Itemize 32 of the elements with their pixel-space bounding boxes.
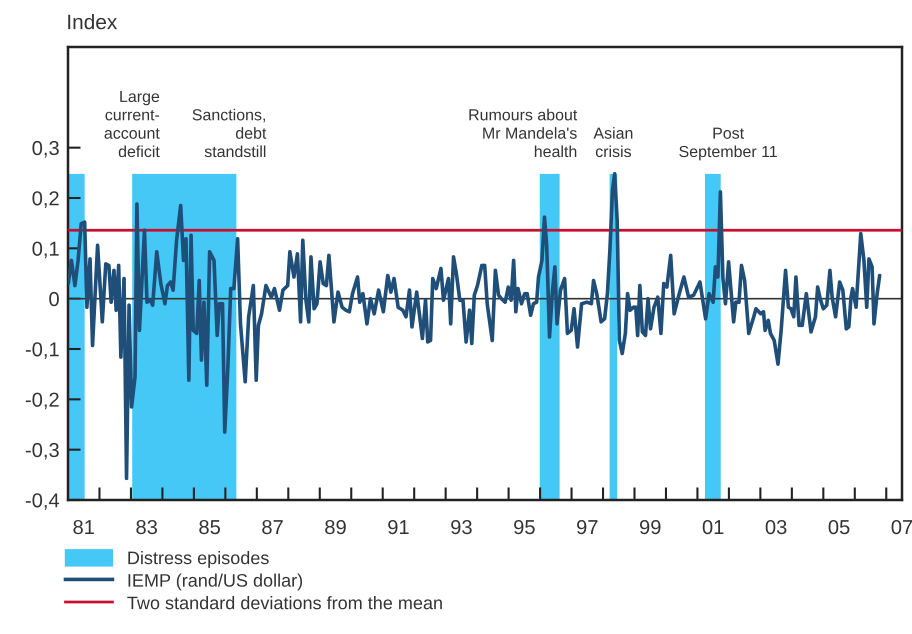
y-tick-label: -0,4 — [26, 493, 60, 510]
x-tick-label: 87 — [262, 520, 283, 534]
y-tick-label: -0,1 — [26, 342, 59, 359]
x-tick-label: 05 — [828, 520, 850, 534]
x-tick-label: 99 — [640, 520, 660, 534]
x-tick-label: 93 — [451, 520, 472, 534]
annotation: Rumours about Mr Mandela's health — [469, 108, 578, 158]
y-axis-title: Index — [68, 14, 118, 30]
annotation: Asian crisis — [593, 127, 632, 158]
x-tick-label: 97 — [577, 520, 598, 534]
y-tick-label: 0 — [49, 292, 59, 306]
annotation: Post September 11 — [679, 128, 777, 160]
y-tick-label: 0,1 — [32, 242, 59, 258]
legend-label: Distress episodes — [128, 551, 269, 568]
annotation: Large current- account deficit — [104, 90, 160, 158]
x-tick-label: 91 — [388, 520, 409, 534]
x-tick-label: 95 — [514, 520, 535, 534]
legend-label: IEMP (rand/US dollar) — [128, 574, 302, 590]
x-tick-label: 89 — [325, 520, 346, 534]
x-tick-label: 81 — [73, 520, 94, 534]
x-tick-label: 03 — [766, 520, 786, 534]
legend-label: Two standard deviations from the mean — [127, 596, 442, 610]
line-series — [68, 172, 882, 480]
y-tick-label: -0,2 — [26, 392, 59, 410]
x-tick-label: 83 — [136, 520, 157, 534]
y-tick-label: -0,3 — [26, 442, 59, 460]
annotation: Sanctions, debt standstill — [192, 108, 266, 158]
x-tick-label: 01 — [702, 520, 724, 534]
x-tick-label: 85 — [199, 520, 220, 534]
y-tick-label: 0,3 — [32, 140, 59, 158]
x-tick-label: 07 — [892, 520, 912, 534]
y-tick-label: 0,2 — [32, 191, 59, 208]
